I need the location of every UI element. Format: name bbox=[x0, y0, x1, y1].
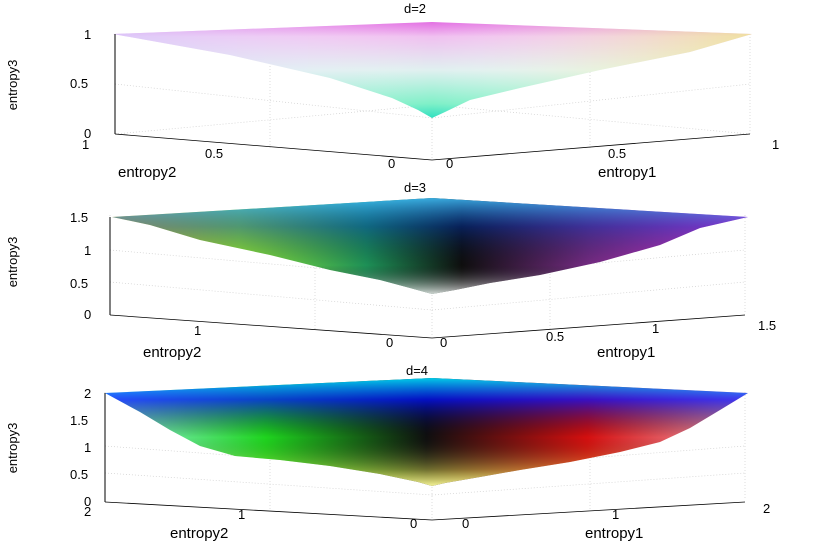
x-axis-d4 bbox=[431, 501, 746, 521]
x-tick-label: 0 bbox=[446, 156, 453, 171]
z-tick-label: 0 bbox=[84, 307, 91, 322]
x-axis-d3 bbox=[431, 314, 746, 339]
z-tick-label: 1 bbox=[84, 440, 91, 455]
z-axis-label: entropy3 bbox=[5, 423, 20, 474]
x-tick-label: 1 bbox=[652, 321, 659, 336]
z-tick-label: 0.5 bbox=[70, 467, 88, 482]
surface-d3-shade bbox=[112, 198, 748, 294]
z-tick-label: 1.5 bbox=[70, 413, 88, 428]
x-axis-label: entropy1 bbox=[585, 525, 643, 542]
y-tick-label: 0 bbox=[388, 156, 395, 171]
z-tick-label: 0.5 bbox=[70, 276, 88, 291]
y-axis-label: entropy2 bbox=[170, 525, 228, 542]
chart-title: d=2 bbox=[404, 1, 426, 16]
y-tick-label: 1 bbox=[82, 137, 89, 152]
y-tick-label: 0 bbox=[386, 335, 393, 350]
x-tick-label: 0 bbox=[462, 516, 469, 531]
z-axis-label: entropy3 bbox=[5, 237, 20, 288]
y-axis-d2 bbox=[114, 133, 433, 161]
y-tick-label: 0.5 bbox=[205, 146, 223, 161]
z-tick-label: 1 bbox=[84, 243, 91, 258]
z-tick-label: 2 bbox=[84, 386, 91, 401]
x-tick-label: 0.5 bbox=[546, 329, 564, 344]
x-tick-label: 0.5 bbox=[608, 146, 626, 161]
z-tick-label: 1 bbox=[84, 27, 91, 42]
y-axis-d4 bbox=[104, 501, 433, 521]
y-tick-label: 2 bbox=[84, 504, 91, 519]
y-axis-d3 bbox=[109, 314, 433, 339]
z-tick-label: 0 bbox=[84, 126, 91, 141]
z-axis-label: entropy3 bbox=[5, 60, 20, 111]
x-tick-label: 0 bbox=[440, 335, 447, 350]
x-axis-d2 bbox=[431, 133, 751, 161]
z-tick-label: 0 bbox=[84, 494, 91, 509]
x-tick-label: 1 bbox=[772, 137, 779, 152]
z-tick-label: 0.5 bbox=[70, 76, 88, 91]
y-axis-label: entropy2 bbox=[118, 164, 176, 181]
panel-d2: d=2 1 0.5 0 entropy3 1 0.5 0 0 0.5 1 ent… bbox=[5, 1, 779, 181]
x-tick-label: 2 bbox=[763, 501, 770, 516]
x-tick-label: 1 bbox=[612, 507, 619, 522]
panel-d3: d=3 1.5 1 0.5 0 entropy3 1 0 0 0.5 1 1.5… bbox=[5, 180, 776, 361]
x-axis-label: entropy1 bbox=[598, 164, 656, 181]
surface-d4-shade bbox=[105, 378, 748, 486]
chart-title: d=4 bbox=[406, 363, 428, 378]
y-axis-label: entropy2 bbox=[143, 344, 201, 361]
surface-d2-tint bbox=[113, 22, 752, 118]
z-tick-label: 1.5 bbox=[70, 210, 88, 225]
x-tick-label: 1.5 bbox=[758, 318, 776, 333]
panel-d4: d=4 2 1.5 1 0.5 0 entropy3 2 1 0 0 1 2 e… bbox=[5, 363, 770, 542]
x-axis-label: entropy1 bbox=[597, 344, 655, 361]
y-tick-label: 1 bbox=[238, 507, 245, 522]
chart-title: d=3 bbox=[404, 180, 426, 195]
y-tick-label: 1 bbox=[194, 323, 201, 338]
y-tick-label: 0 bbox=[410, 516, 417, 531]
